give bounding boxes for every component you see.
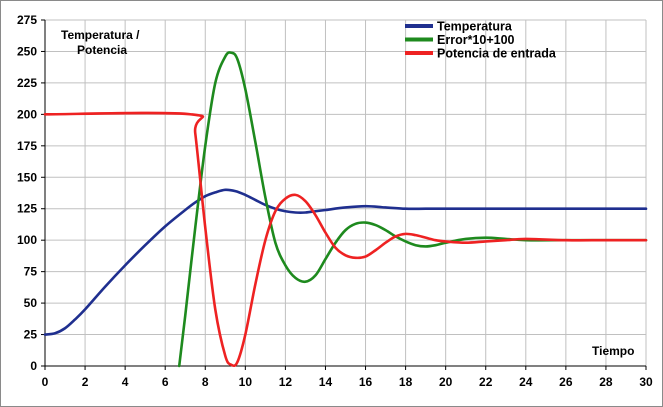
y-tick-label: 275 [17, 13, 37, 27]
y-tick-label: 250 [17, 44, 37, 58]
y-tick-label: 200 [17, 107, 37, 121]
x-tick-label: 20 [439, 375, 453, 389]
y-tick-label: 175 [17, 139, 37, 153]
x-tick-label: 16 [359, 375, 373, 389]
y-tick-label: 0 [30, 359, 37, 373]
legend-entry-temperatura: Temperatura [405, 20, 513, 34]
x-tick-label: 12 [279, 375, 293, 389]
x-tick-label: 18 [399, 375, 413, 389]
y-tick-label: 50 [24, 296, 38, 310]
y-tick-label: 100 [17, 233, 37, 247]
series-lines [43, 51, 648, 368]
x-tick-label: 8 [202, 375, 209, 389]
x-tick-label: 24 [519, 375, 533, 389]
legend-label: Error*10+100 [437, 33, 515, 47]
x-axis-title: Tiempo [592, 344, 634, 358]
series-line-error-10-100 [177, 51, 648, 368]
y-tick-label: 225 [17, 76, 37, 90]
x-tick-label: 22 [479, 375, 493, 389]
y-tick-label: 125 [17, 202, 37, 216]
x-tick-label: 30 [639, 375, 653, 389]
tick-labels: 0 2 4 6 8 10 12 14 16 18 20 22 24 26 28 300255075100125… [17, 13, 653, 389]
y-tick-label: 25 [24, 328, 38, 342]
x-tick-label: 26 [559, 375, 573, 389]
x-tick-label: 10 [239, 375, 253, 389]
legend-entry-error-10-100: Error*10+100 [405, 33, 515, 47]
axis-titles: Temperatura / Potencia Tiempo [61, 28, 634, 358]
y-tick-label: 150 [17, 170, 37, 184]
legend-label: Temperatura [437, 20, 513, 34]
y-tick-label: 75 [24, 265, 38, 279]
series-line-temperatura [43, 188, 648, 336]
grid-lines [45, 19, 647, 366]
x-tick-label: 2 [82, 375, 89, 389]
series-line-potencia-de-entrada [43, 111, 648, 368]
legend-entry-potencia-de-entrada: Potencia de entrada [405, 47, 557, 61]
x-tick-label: 0 [42, 375, 49, 389]
x-tick-label: 28 [599, 375, 613, 389]
y-axis-title-line-2: Potencia [77, 43, 127, 57]
y-axis-title-line-1: Temperatura / [61, 28, 140, 42]
x-tick-label: 14 [319, 375, 333, 389]
x-tick-label: 4 [122, 375, 129, 389]
axes [41, 19, 647, 370]
x-tick-label: 6 [162, 375, 169, 389]
legend-label: Potencia de entrada [437, 47, 557, 61]
